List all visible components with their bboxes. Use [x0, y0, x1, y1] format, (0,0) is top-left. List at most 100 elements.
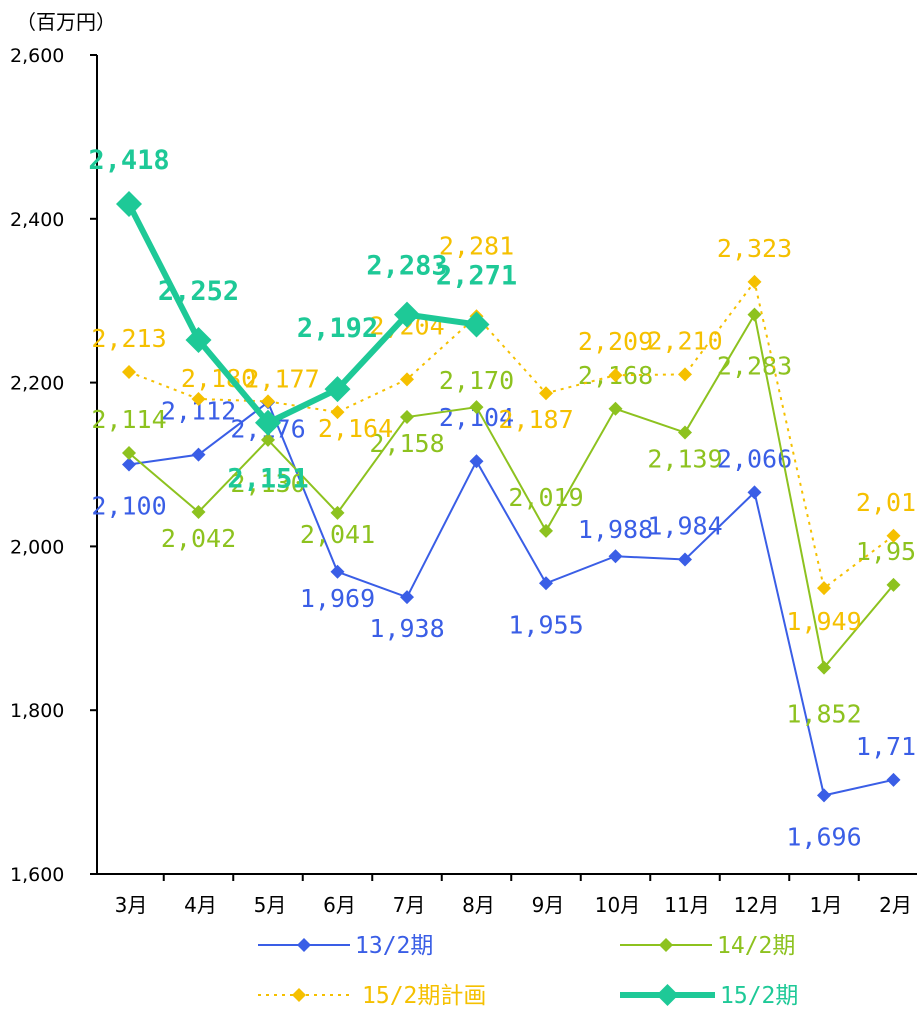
data-point [191, 447, 206, 462]
data-point [191, 391, 206, 406]
x-tick-label: 2月 [879, 893, 912, 917]
data-label: 2,151 [227, 464, 308, 495]
data-label: 2,252 [158, 276, 239, 307]
data-label: 2,283 [717, 352, 792, 381]
data-label: 1,852 [786, 700, 861, 729]
data-label: 2,114 [91, 405, 166, 434]
x-tick-label: 12月 [734, 893, 779, 917]
data-label: 2,187 [498, 405, 573, 434]
x-tick-label: 4月 [184, 893, 217, 917]
data-point [330, 564, 345, 579]
data-point [747, 307, 762, 322]
data-point [886, 772, 901, 787]
data-label: 2,164 [318, 414, 393, 443]
data-point [539, 576, 553, 591]
legend-label: 13/2期 [355, 933, 433, 959]
data-point [469, 400, 484, 415]
data-label: 2,170 [439, 366, 514, 395]
data-label: 2,019 [508, 483, 583, 512]
data-label: 1,984 [647, 512, 722, 541]
data-label: 1,949 [786, 607, 861, 636]
series-line-15-2- [126, 202, 477, 427]
data-label: 2,213 [91, 324, 166, 353]
data-label: 2,180 [181, 364, 256, 393]
data-point [747, 274, 762, 289]
data-point [886, 577, 901, 592]
data-label: 2,210 [647, 326, 722, 355]
data-label: 2,130 [230, 469, 305, 498]
data-point [116, 191, 142, 218]
data-point [400, 372, 414, 387]
legend-label: 15/2期 [720, 983, 798, 1009]
data-label: 1,696 [786, 822, 861, 851]
data-point [608, 401, 623, 416]
data-label: 2,418 [88, 145, 169, 176]
data-point [469, 454, 484, 469]
data-point [330, 505, 345, 520]
data-point [122, 457, 136, 472]
data-point [122, 364, 136, 379]
data-point [191, 505, 206, 520]
data-label: 1,988 [578, 515, 653, 544]
legend-label: 14/2期 [717, 933, 795, 959]
data-label: 1,969 [300, 584, 375, 613]
y-tick-label: 2,600 [10, 45, 64, 67]
legend-label: 15/2期計画 [362, 983, 486, 1009]
data-point [255, 409, 281, 436]
data-point [330, 405, 345, 420]
data-label: 2,066 [717, 444, 792, 473]
data-point [817, 660, 831, 675]
series-line-14-2- [128, 311, 895, 670]
legend-marker [292, 988, 306, 1002]
x-tick-label: 5月 [254, 893, 287, 917]
x-tick-label: 8月 [462, 893, 495, 917]
data-point [324, 376, 351, 403]
x-tick-label: 1月 [810, 893, 843, 917]
y-tick-label: 2,000 [10, 536, 64, 558]
data-label: 2,209 [578, 327, 653, 356]
data-point [678, 552, 692, 567]
data-label: 1,938 [369, 614, 444, 643]
data-point [817, 788, 831, 803]
y-tick-label: 1,800 [10, 700, 64, 722]
data-point [678, 367, 692, 382]
data-label: 2,323 [717, 234, 792, 263]
data-point [539, 523, 553, 538]
data-label: 2,283 [366, 251, 447, 282]
data-point [400, 590, 414, 605]
data-point [261, 432, 275, 447]
x-tick-label: 6月 [323, 893, 356, 917]
data-label: 2,100 [91, 492, 166, 521]
y-tick-label: 2,400 [10, 209, 64, 231]
x-tick-label: 9月 [532, 893, 565, 917]
y-tick-label: 1,600 [10, 864, 64, 886]
y-tick-label: 2,200 [10, 373, 64, 395]
data-label: 1,955 [508, 610, 583, 639]
x-tick-label: 3月 [115, 893, 148, 917]
data-point [747, 485, 762, 500]
data-label: 2,042 [161, 524, 236, 553]
data-point [394, 301, 420, 328]
x-tick-label: 10月 [595, 893, 640, 917]
data-point [539, 386, 553, 401]
data-point [463, 311, 490, 338]
x-tick-label: 11月 [664, 893, 709, 917]
data-label: 2,192 [297, 313, 378, 344]
x-tick-label: 7月 [393, 893, 426, 917]
legend-marker [297, 938, 311, 952]
data-point [608, 549, 623, 564]
data-point [185, 327, 212, 354]
y-unit-label: （百万円） [16, 10, 116, 34]
data-label: 1,715 [856, 732, 917, 761]
data-label: 2,041 [300, 520, 375, 549]
data-label: 2,281 [439, 231, 514, 260]
data-point [400, 409, 414, 424]
data-label: 2,158 [369, 429, 444, 458]
data-label: 2,177 [244, 364, 319, 393]
data-point [678, 425, 692, 440]
data-point [817, 581, 831, 596]
data-label: 2,013 [856, 488, 917, 517]
legend-marker [656, 984, 679, 1006]
data-point [608, 368, 623, 383]
